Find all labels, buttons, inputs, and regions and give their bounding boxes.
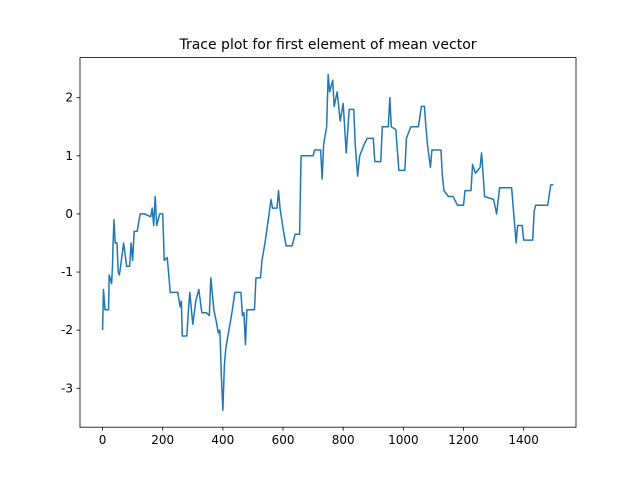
x-tick-label: 1200 (448, 433, 479, 447)
x-tick-label: 1400 (508, 433, 539, 447)
chart-title: Trace plot for first element of mean vec… (178, 37, 476, 53)
y-tick-label: 1 (65, 149, 73, 163)
x-tick-label: 1000 (388, 433, 419, 447)
y-tick-label: -3 (61, 381, 73, 395)
y-tick-label: -2 (61, 323, 73, 337)
x-tick-label: 600 (272, 433, 295, 447)
y-tick-label: 2 (65, 91, 73, 105)
x-tick-label: 400 (211, 433, 234, 447)
plot-frame (79, 57, 577, 428)
y-tick-label: -1 (61, 265, 73, 279)
x-tick-label: 800 (332, 433, 355, 447)
y-tick-label: 0 (65, 207, 73, 221)
x-tick-label: 200 (151, 433, 174, 447)
trace-line (101, 73, 554, 412)
x-tick-label: 0 (99, 433, 107, 447)
